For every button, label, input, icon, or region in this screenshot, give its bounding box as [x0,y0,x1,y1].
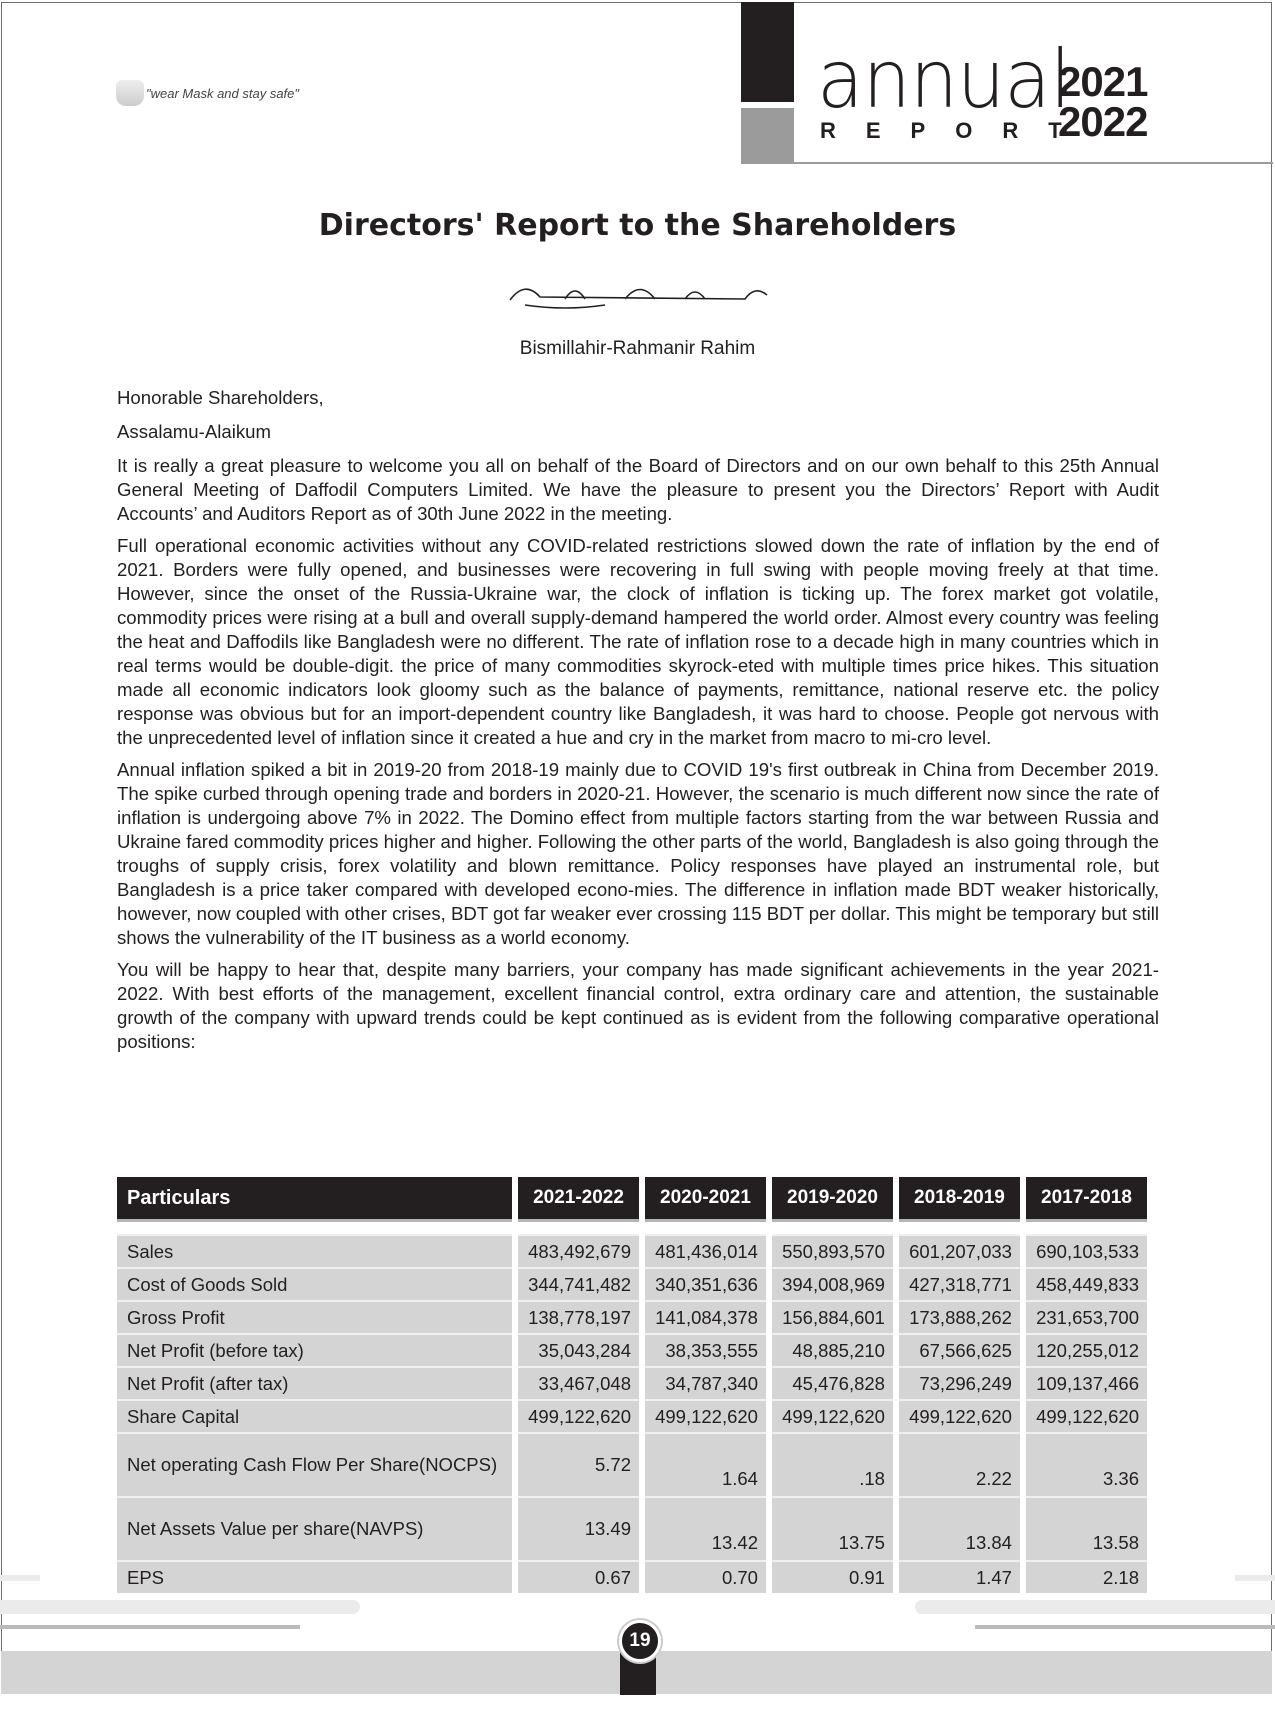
bismillah-calligraphy [509,288,768,309]
column-header: 2017-2018 [1025,1177,1147,1222]
cell-value: 38,353,555 [645,1333,766,1366]
year-start: 2021 [1058,58,1148,105]
header-rule [741,162,1273,164]
cell-value: 3.36 [1025,1432,1147,1496]
table-row: EPS 0.67 0.70 0.91 1.47 2.18 [117,1560,1147,1593]
cell-value: 13.75 [771,1496,893,1560]
face-mask-icon [116,80,144,106]
cell-value: 458,449,833 [1025,1267,1147,1300]
cell-value: 156,884,601 [771,1300,893,1333]
cell-value: 67,566,625 [898,1333,1020,1366]
cell-value: 109,137,466 [1025,1366,1147,1399]
table-row: Sales 483,492,679 481,436,014 550,893,570 60… [117,1234,1147,1267]
cell-value: 481,436,014 [645,1234,766,1267]
cell-value: 0.67 [518,1560,639,1593]
table-row: Cost of Goods Sold 344,741,482 340,351,636… [117,1267,1147,1300]
column-header: Particulars [117,1177,513,1222]
report-years: 2021 2022 [1058,58,1148,145]
cell-value: 601,207,033 [898,1234,1020,1267]
year-end: 2022 [1058,98,1148,145]
row-label: Net Profit (before tax) [117,1333,513,1366]
paragraph: Full operational economic activities wit… [117,535,1159,748]
bismillah-text: Bismillahir-Rahmanir Rahim [519,338,756,359]
cell-value: 499,122,620 [1025,1399,1147,1432]
table-row: Net Profit (before tax) 35,043,284 38,353,… [117,1333,1147,1366]
greeting: Assalamu-Alaikum [117,421,271,442]
table-header-row: Particulars 2021-2022 2020-2021 2019-202… [117,1177,1147,1222]
cell-value: 0.91 [771,1560,893,1593]
column-header: 2019-2020 [771,1177,893,1222]
cell-value: 2.22 [898,1432,1020,1496]
cell-value: 499,122,620 [518,1399,639,1432]
cell-value: 34,787,340 [645,1366,766,1399]
cell-value: 550,893,570 [771,1234,893,1267]
cell-value: 138,778,197 [518,1300,639,1333]
row-label: EPS [117,1560,513,1593]
cell-value: 0.70 [645,1560,766,1593]
decorative-arrow [915,1600,1275,1614]
cell-value: 13.42 [645,1496,766,1560]
header-black-bar [741,2,794,102]
cell-value: 483,492,679 [518,1234,639,1267]
cell-value: 231,653,700 [1025,1300,1147,1333]
cell-value: 141,084,378 [645,1300,766,1333]
table-row: Net Assets Value per share(NAVPS) 13.49 13… [117,1496,1147,1560]
cell-value: 173,888,262 [898,1300,1020,1333]
cell-value: 690,103,533 [1025,1234,1147,1267]
operational-positions-table: Particulars 2021-2022 2020-2021 2019-202… [111,1177,1153,1593]
row-label: Net operating Cash Flow Per Share(NOCPS) [117,1432,513,1496]
cell-value: 13.84 [898,1496,1020,1560]
cell-value: 13.58 [1025,1496,1147,1560]
cell-value: 394,008,969 [771,1267,893,1300]
paragraph: It is really a great pleasure to welcome… [117,455,1159,524]
cell-value: 1.47 [898,1560,1020,1593]
cell-value: 2.18 [1025,1560,1147,1593]
column-header: 2021-2022 [518,1177,639,1222]
table-row: Share Capital 499,122,620 499,122,620 499,1… [117,1399,1147,1432]
cell-value: 499,122,620 [771,1399,893,1432]
table-row: Net Profit (after tax) 33,467,048 34,787,3… [117,1366,1147,1399]
row-label: Net Profit (after tax) [117,1366,513,1399]
decorative-arrow [0,1575,40,1581]
cell-value: 35,043,284 [518,1333,639,1366]
row-label: Net Assets Value per share(NAVPS) [117,1496,513,1560]
row-label: Sales [117,1234,513,1267]
slogan-text: "wear Mask and stay safe" [146,85,300,101]
cell-value: 120,255,012 [1025,1333,1147,1366]
cell-value: 33,467,048 [518,1366,639,1399]
cell-value: 427,318,771 [898,1267,1020,1300]
row-label: Gross Profit [117,1300,513,1333]
cell-value: 499,122,620 [898,1399,1020,1432]
cell-value: 48,885,210 [771,1333,893,1366]
header-gray-bar [741,108,794,163]
annual-label: annual [817,33,1071,126]
decorative-arrow [0,1625,300,1629]
cell-value: 73,296,249 [898,1366,1020,1399]
column-header: 2018-2019 [898,1177,1020,1222]
slogan: "wear Mask and stay safe" [116,80,299,106]
cell-value: 5.72 [518,1432,639,1496]
letter-body: Honorable Shareholders, Assalamu-Alaikum… [117,386,1159,1062]
row-label: Share Capital [117,1399,513,1432]
column-header: 2020-2021 [645,1177,766,1222]
cell-value: 499,122,620 [645,1399,766,1432]
cell-value: 13.49 [518,1496,639,1560]
paragraph: You will be happy to hear that, despite … [117,959,1159,1052]
cell-value: 45,476,828 [771,1366,893,1399]
table-row: Gross Profit 138,778,197 141,084,378 156,88… [117,1300,1147,1333]
report-label: REPORT [820,118,1092,143]
cell-value: 344,741,482 [518,1267,639,1300]
paragraph: Annual inflation spiked a bit in 2019-20… [117,759,1159,948]
decorative-arrow [975,1625,1275,1629]
table-row: Net operating Cash Flow Per Share(NOCPS)… [117,1432,1147,1496]
row-label: Cost of Goods Sold [117,1267,513,1300]
page-number: 19 [619,1620,661,1662]
salutation: Honorable Shareholders, [117,387,324,408]
cell-value: 1.64 [645,1432,766,1496]
decorative-arrow [0,1600,360,1614]
cell-value: .18 [771,1432,893,1496]
decorative-arrow [1235,1575,1275,1581]
cell-value: 340,351,636 [645,1267,766,1300]
page-title: Directors' Report to the Shareholders [318,208,957,243]
